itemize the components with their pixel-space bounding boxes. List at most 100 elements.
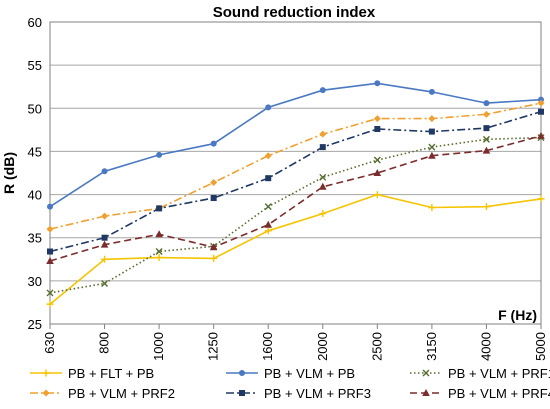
data-point	[319, 130, 327, 138]
x-tick-label: 2500	[369, 332, 384, 361]
data-point	[47, 203, 53, 210]
y-axis-ticks: 25 30 35 40 45 50 55 60	[28, 15, 42, 332]
data-point	[374, 125, 381, 132]
data-point	[319, 210, 327, 218]
data-point	[428, 115, 436, 123]
data-point	[264, 203, 272, 211]
y-tick-label: 40	[28, 188, 42, 203]
x-tick-label: 5000	[533, 332, 548, 361]
data-point	[373, 115, 381, 123]
data-point	[265, 104, 272, 111]
data-point	[239, 370, 245, 376]
data-point	[264, 227, 272, 235]
data-point	[210, 140, 217, 147]
data-point	[101, 279, 109, 287]
data-point	[537, 195, 545, 203]
data-point	[239, 390, 245, 396]
y-tick-label: 35	[28, 231, 42, 246]
data-point	[156, 205, 163, 212]
legend-label: PB + VLM + PB	[264, 366, 355, 381]
data-point	[428, 151, 436, 159]
series-lines	[46, 80, 545, 308]
legend-label: PB + VLM + PRF4	[448, 386, 550, 401]
data-point	[482, 146, 491, 154]
legend-label: PB + VLM + PRF3	[264, 386, 371, 401]
data-point	[428, 143, 436, 151]
y-tick-label: 25	[28, 317, 42, 332]
data-point	[428, 204, 436, 212]
x-tick-label: 2000	[315, 332, 330, 361]
data-point	[482, 110, 490, 118]
data-point	[483, 125, 490, 132]
legend-label: PB + VLM + PRF1	[448, 366, 550, 381]
y-tick-label: 45	[28, 144, 42, 159]
data-point	[101, 234, 108, 241]
x-tick-label: 630	[42, 332, 57, 354]
y-tick-label: 60	[28, 15, 42, 30]
data-point	[422, 389, 430, 396]
legend-item: PB + VLM + PRF4	[410, 386, 550, 401]
data-point	[538, 108, 544, 115]
series-line	[49, 135, 542, 262]
x-tick-label: 1250	[206, 332, 221, 361]
data-point	[101, 168, 108, 175]
data-point	[101, 255, 109, 263]
legend-item: PB + VLM + PRF3	[226, 386, 371, 401]
data-point	[482, 203, 490, 211]
data-point	[210, 254, 218, 262]
series-line	[49, 136, 542, 294]
data-point	[319, 173, 327, 181]
legend-item: PB + VLM + PB	[226, 366, 355, 381]
legend-label: PB + FLT + PB	[68, 366, 154, 381]
data-point	[537, 99, 545, 107]
series-line	[49, 102, 542, 230]
data-point	[100, 240, 109, 248]
data-point	[42, 369, 50, 377]
x-axis-ticks: 630 800 1000 1250 1600 2000 2500 3150 4000 5000	[42, 324, 548, 361]
data-point	[483, 100, 490, 107]
data-point	[482, 135, 490, 143]
x-tick-label: 800	[97, 332, 112, 354]
data-point	[319, 144, 326, 151]
legend-item: PB + FLT + PB	[30, 366, 154, 381]
data-point	[373, 156, 381, 164]
series-3	[46, 134, 545, 297]
data-point	[209, 243, 218, 251]
x-tick-label: 3150	[424, 332, 439, 361]
x-tick-label: 4000	[478, 332, 493, 361]
data-point	[422, 369, 430, 377]
data-point	[265, 175, 272, 182]
data-point	[210, 178, 218, 186]
data-point	[428, 88, 435, 95]
series-line	[49, 82, 542, 208]
series-line	[49, 110, 542, 253]
gridlines	[50, 64, 541, 282]
data-point	[319, 87, 326, 94]
data-point	[46, 225, 54, 233]
data-point	[264, 220, 273, 228]
series-2	[47, 80, 544, 210]
data-point	[46, 300, 54, 308]
y-axis-title: R (dB)	[1, 152, 17, 194]
data-point	[155, 248, 163, 256]
data-point	[155, 254, 163, 262]
data-point	[210, 195, 217, 202]
data-point	[318, 182, 327, 190]
plot-area	[49, 21, 542, 325]
y-tick-label: 30	[28, 274, 42, 289]
data-point	[155, 230, 163, 238]
series-6	[46, 131, 545, 265]
y-tick-label: 55	[28, 58, 42, 73]
legend: PB + FLT + PB PB + VLM + PB PB + VLM + PRF…	[30, 366, 550, 401]
data-point	[373, 191, 381, 199]
series-1	[46, 191, 545, 308]
data-point	[47, 248, 53, 255]
data-point	[46, 289, 54, 297]
data-point	[42, 389, 50, 397]
legend-item: PB + VLM + PRF1	[410, 366, 550, 381]
series-line	[49, 193, 542, 305]
legend-item: PB + VLM + PRF2	[30, 386, 175, 401]
x-tick-label: 1000	[151, 332, 166, 361]
data-point	[264, 152, 272, 160]
